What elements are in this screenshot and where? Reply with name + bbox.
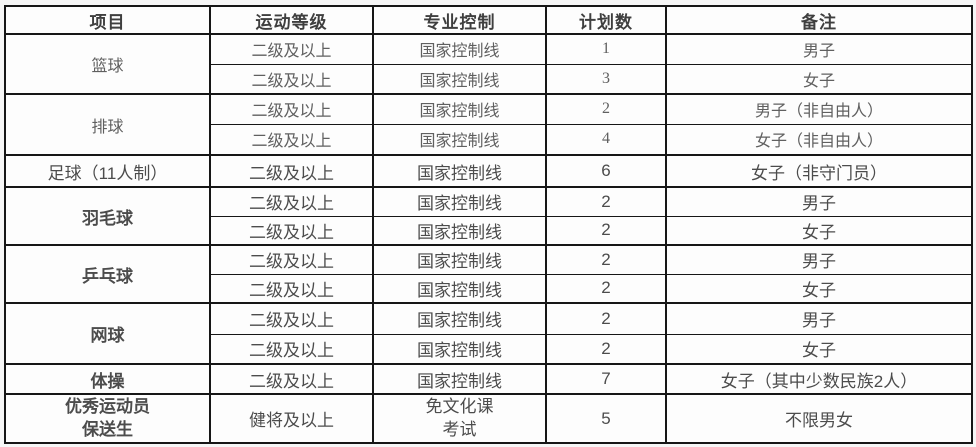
cell-major-control: 国家控制线 xyxy=(372,302,546,334)
cell-major-control: 国家控制线 xyxy=(372,93,546,124)
cell-major-control: 国家控制线 xyxy=(372,123,546,155)
cell-project: 篮球 xyxy=(4,33,210,94)
table-row: 二级及以上 国家控制线 2 女子 xyxy=(5,273,972,303)
col-header-athlete-level: 运动等级 xyxy=(209,5,373,34)
cell-remarks: 女子（非自由人） xyxy=(665,123,972,155)
cell-plan-count: 2 xyxy=(545,93,666,124)
cell-plan-count: 1 xyxy=(545,33,666,64)
cell-athlete-level: 二级及以上 xyxy=(209,186,373,216)
cell-project: 网球 xyxy=(4,302,210,364)
cell-athlete-level: 二级及以上 xyxy=(209,123,373,155)
cell-remarks: 女子 xyxy=(665,63,972,94)
cell-remarks: 男子 xyxy=(665,302,972,334)
table-row: 体操 二级及以上 国家控制线 7 女子（其中少数民族2人） xyxy=(4,363,972,394)
cell-remarks: 女子 xyxy=(665,273,972,303)
cell-athlete-level: 二级及以上 xyxy=(209,33,373,64)
cell-athlete-level: 二级及以上 xyxy=(209,93,373,124)
cell-plan-count: 5 xyxy=(545,393,666,443)
cell-major-control: 国家控制线 xyxy=(372,273,546,303)
cell-remarks: 男子 xyxy=(665,33,972,64)
cell-plan-count: 2 xyxy=(545,215,666,245)
cell-plan-count: 4 xyxy=(545,123,666,155)
table-row: 二级及以上 国家控制线 3 女子 xyxy=(5,63,972,94)
cell-athlete-level: 二级及以上 xyxy=(209,273,373,303)
cell-athlete-level: 二级及以上 xyxy=(209,363,373,394)
col-header-project: 项目 xyxy=(4,5,210,34)
cell-major-control: 国家控制线 xyxy=(372,63,546,94)
table-row: 篮球 二级及以上 国家控制线 1 男子 xyxy=(4,33,972,94)
table-header-row: 项目 运动等级 专业控制 计划数 备注 xyxy=(4,5,972,34)
table-row: 足球（11人制） 二级及以上 国家控制线 6 女子（非守门员） xyxy=(4,154,972,187)
cell-major-control: 国家控制线 xyxy=(372,333,546,364)
cell-remarks: 女子（非守门员） xyxy=(665,154,972,187)
cell-major-control: 国家控制线 xyxy=(372,215,546,245)
cell-athlete-level: 二级及以上 xyxy=(209,244,373,274)
cell-plan-count: 2 xyxy=(545,333,666,364)
col-header-plan-count: 计划数 xyxy=(545,5,666,34)
cell-remarks: 男子（非自由人） xyxy=(665,93,972,124)
cell-remarks: 不限男女 xyxy=(665,393,972,443)
col-header-remarks: 备注 xyxy=(665,5,972,34)
cell-major-control: 国家控制线 xyxy=(372,154,546,187)
cell-major-control: 国家控制线 xyxy=(372,33,546,64)
cell-athlete-level: 二级及以上 xyxy=(209,215,373,245)
table-row: 羽毛球 二级及以上 国家控制线 2 男子 xyxy=(4,186,972,245)
cell-athlete-level: 二级及以上 xyxy=(209,333,373,364)
cell-plan-count: 2 xyxy=(545,244,666,274)
cell-project: 体操 xyxy=(4,363,210,394)
cell-remarks: 男子 xyxy=(665,244,972,274)
table-row: 排球 二级及以上 国家控制线 2 男子（非自由人） xyxy=(4,93,972,155)
cell-project: 足球（11人制） xyxy=(4,154,210,187)
table-row: 二级及以上 国家控制线 2 女子 xyxy=(5,333,972,364)
cell-plan-count: 2 xyxy=(545,302,666,334)
cell-plan-count: 7 xyxy=(545,363,666,394)
document-page: 项目 运动等级 专业控制 计划数 备注 篮球 二级及以上 国家控制线 1 男子 … xyxy=(4,5,973,444)
cell-project: 乒乓球 xyxy=(4,244,210,303)
cell-remarks: 女子（其中少数民族2人） xyxy=(665,363,972,394)
cell-plan-count: 3 xyxy=(545,63,666,94)
cell-athlete-level: 二级及以上 xyxy=(209,63,373,94)
cell-plan-count: 2 xyxy=(545,186,666,216)
cell-project: 排球 xyxy=(4,93,210,155)
cell-remarks: 男子 xyxy=(665,186,972,216)
cell-major-control: 国家控制线 xyxy=(372,186,546,216)
sports-admission-table: 项目 运动等级 专业控制 计划数 备注 篮球 二级及以上 国家控制线 1 男子 … xyxy=(4,5,973,444)
cell-athlete-level: 健将及以上 xyxy=(209,393,373,443)
cell-major-control: 免文化课 考试 xyxy=(372,393,546,443)
cell-major-control: 国家控制线 xyxy=(372,244,546,274)
cell-remarks: 女子 xyxy=(665,333,972,364)
cell-plan-count: 2 xyxy=(545,273,666,303)
cell-major-control: 国家控制线 xyxy=(372,363,546,394)
col-header-major-control: 专业控制 xyxy=(372,5,546,34)
cell-remarks: 女子 xyxy=(665,215,972,245)
cell-athlete-level: 二级及以上 xyxy=(209,302,373,334)
cell-athlete-level: 二级及以上 xyxy=(209,154,373,187)
table-row: 优秀运动员 保送生 健将及以上 免文化课 考试 5 不限男女 xyxy=(4,393,972,443)
cell-project: 优秀运动员 保送生 xyxy=(4,393,210,443)
table-row: 二级及以上 国家控制线 4 女子（非自由人） xyxy=(5,123,972,155)
cell-plan-count: 6 xyxy=(545,154,666,187)
table-row: 网球 二级及以上 国家控制线 2 男子 xyxy=(4,302,972,364)
cell-project: 羽毛球 xyxy=(4,186,210,245)
table-row: 二级及以上 国家控制线 2 女子 xyxy=(5,215,972,245)
table-row: 乒乓球 二级及以上 国家控制线 2 男子 xyxy=(4,244,972,303)
